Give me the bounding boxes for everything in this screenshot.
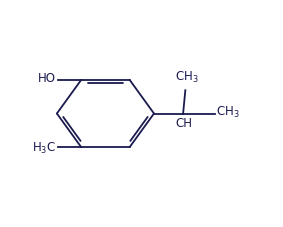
Text: CH: CH: [175, 118, 192, 131]
Text: HO: HO: [38, 72, 56, 85]
Text: CH$_3$: CH$_3$: [216, 105, 240, 120]
Text: H$_3$C: H$_3$C: [32, 141, 56, 156]
Text: CH$_3$: CH$_3$: [175, 70, 199, 85]
